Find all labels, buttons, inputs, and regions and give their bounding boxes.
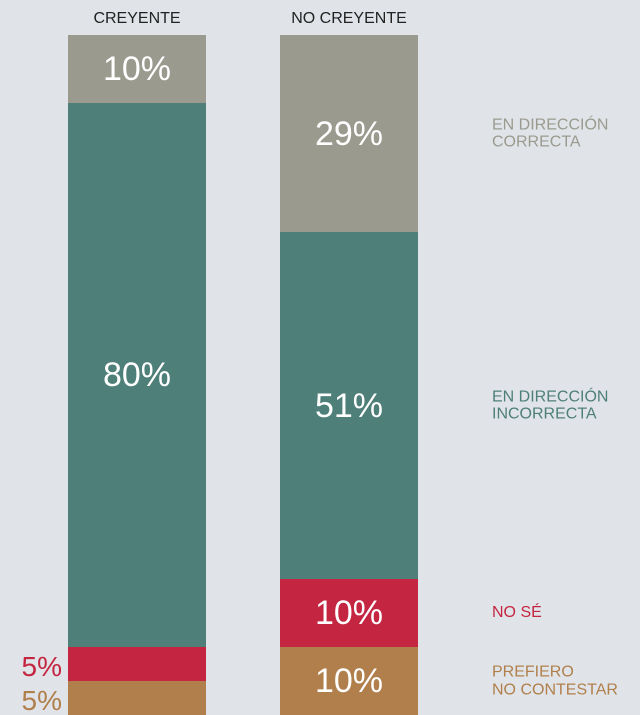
value-label: 29% (314, 114, 384, 153)
bar-segment (68, 681, 206, 715)
value-label: 5% (21, 685, 62, 715)
legend-entry: EN DIRECCIÓN CORRECTA (492, 116, 609, 151)
category-label: NO CREYENTE (291, 10, 407, 27)
legend-entry: NO SÉ (492, 604, 542, 622)
bar-segment (280, 579, 418, 647)
bar-segment (68, 35, 206, 103)
category-label: CREYENTE (93, 10, 181, 27)
value-label: 10% (102, 50, 172, 88)
bar-segment (280, 232, 418, 579)
value-label: 80% (102, 356, 172, 394)
bar-segment (280, 647, 418, 715)
legend-entry: PREFIERO NO CONTESTAR (492, 663, 618, 698)
value-label: 10% (314, 594, 384, 632)
bar-segment (280, 35, 418, 233)
bar-segment (68, 647, 206, 681)
value-label: 5% (21, 651, 62, 682)
bar-segment (68, 103, 206, 647)
value-label: 10% (314, 662, 384, 700)
legend-entry: EN DIRECCIÓN INCORRECTA (492, 388, 609, 423)
value-label: 51% (314, 386, 384, 425)
